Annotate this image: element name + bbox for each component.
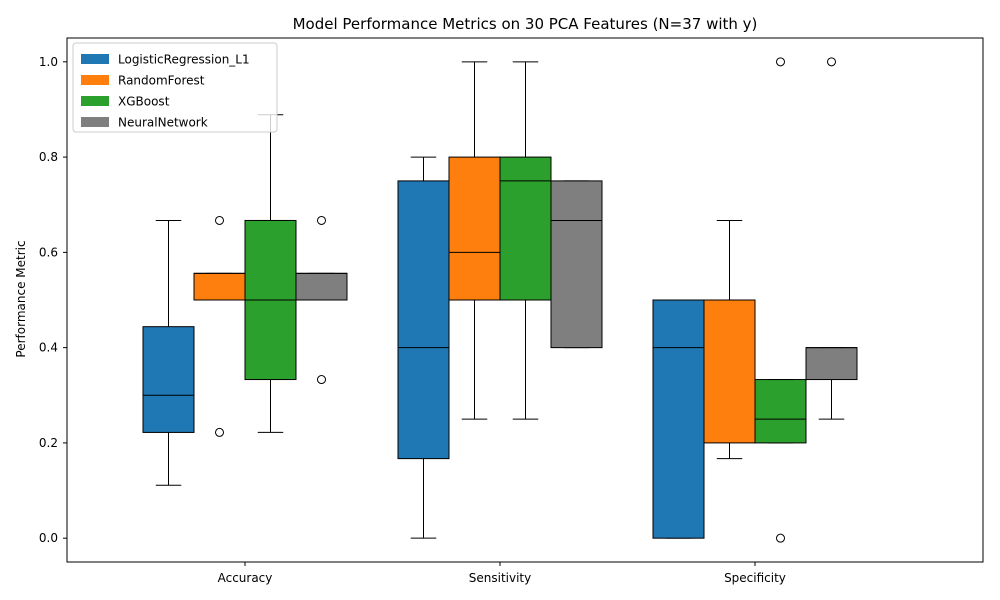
legend-label-LogisticRegression_L1: LogisticRegression_L1 (118, 53, 250, 67)
outlier-point (776, 533, 785, 543)
y-axis-label: Performance Metric (14, 240, 28, 357)
box-body (499, 156, 552, 301)
y-tick-label: 0.6 (39, 245, 58, 259)
box-RandomForest-Accuracy (193, 215, 246, 437)
box-body (703, 299, 756, 444)
box-body (550, 180, 603, 349)
box-body (805, 347, 858, 381)
box-body (652, 299, 705, 539)
axes-frame (66, 37, 984, 563)
box-body (193, 272, 246, 301)
outlier-point (215, 215, 224, 225)
legend-swatch-LogisticRegression_L1 (81, 54, 109, 64)
legend-swatch-NeuralNetwork (81, 117, 109, 127)
outlier-point (215, 427, 224, 437)
outlier-point (317, 375, 326, 385)
box-NeuralNetwork-Accuracy (295, 215, 348, 385)
x-tick-label: Specificity (724, 571, 786, 585)
box-RandomForest-Sensitivity (448, 61, 501, 420)
box-body (397, 180, 450, 460)
x-tick-label: Accuracy (218, 571, 273, 585)
legend-frame (72, 42, 278, 133)
y-tick-label: 0.0 (39, 531, 58, 545)
box-body (448, 156, 501, 301)
legend: LogisticRegression_L1 RandomForest XGBoost… (72, 42, 278, 133)
legend-swatch-XGBoost (81, 96, 109, 106)
outlier-point (827, 57, 836, 67)
box-XGBoost-Sensitivity (499, 61, 552, 420)
y-tick-label: 0.2 (39, 436, 58, 450)
box-NeuralNetwork-Specificity (805, 57, 858, 420)
box-XGBoost-Specificity (754, 57, 807, 543)
legend-label-XGBoost: XGBoost (118, 95, 170, 109)
box-LogisticRegression_L1-Specificity (652, 299, 705, 539)
y-tick-label: 1.0 (39, 55, 58, 69)
chart-title: Model Performance Metrics on 30 PCA Feat… (293, 15, 758, 33)
outlier-point (776, 57, 785, 67)
legend-label-RandomForest: RandomForest (118, 74, 205, 88)
y-tick-label: 0.4 (39, 341, 58, 355)
plot-area: 0.0 0.2 0.4 0.6 0.8 1.0 Accuracy Sensitivity Spe… (39, 37, 984, 585)
box-body (142, 326, 195, 433)
box-LogisticRegression_L1-Sensitivity (397, 156, 450, 539)
box-NeuralNetwork-Sensitivity (550, 180, 603, 349)
outlier-point (317, 215, 326, 225)
legend-label-NeuralNetwork: NeuralNetwork (118, 116, 208, 130)
box-RandomForest-Specificity (703, 219, 756, 460)
y-tick-label: 0.8 (39, 150, 58, 164)
box-body (295, 272, 348, 301)
box-XGBoost-Accuracy (244, 114, 297, 433)
box-LogisticRegression_L1-Accuracy (142, 219, 195, 486)
box-body (754, 379, 807, 444)
x-tick-label: Sensitivity (469, 571, 531, 585)
legend-swatch-RandomForest (81, 75, 109, 85)
